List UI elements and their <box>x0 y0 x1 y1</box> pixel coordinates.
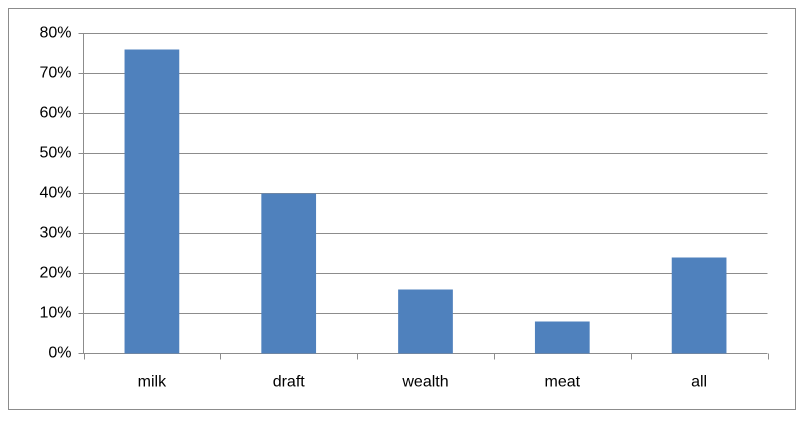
bar <box>671 257 727 354</box>
bar <box>534 321 590 354</box>
y-tick-label: 0% <box>48 345 71 362</box>
x-tick-label: meat <box>545 374 581 391</box>
bar <box>124 49 180 354</box>
bar <box>261 193 317 354</box>
y-tick-label: 50% <box>39 145 71 162</box>
x-tick-label: milk <box>138 374 167 391</box>
y-tick-label: 70% <box>39 65 71 82</box>
x-tick-label: all <box>691 374 707 391</box>
y-tick-label: 80% <box>39 25 71 42</box>
y-tick-label: 30% <box>39 225 71 242</box>
x-tick-label: draft <box>273 374 306 391</box>
y-tick-label: 60% <box>39 105 71 122</box>
bar <box>398 289 453 354</box>
y-tick-label: 40% <box>39 185 71 202</box>
y-tick-label: 10% <box>39 305 71 322</box>
y-tick-label: 20% <box>39 265 71 282</box>
x-tick-label: wealth <box>401 374 448 391</box>
